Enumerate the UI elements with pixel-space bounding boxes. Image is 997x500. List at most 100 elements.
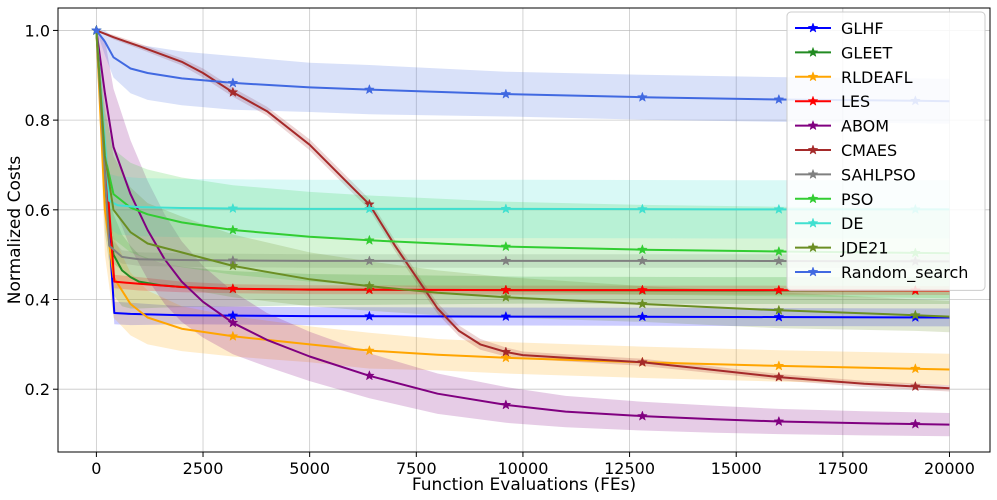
legend-label-jde21: JDE21 bbox=[840, 239, 889, 258]
x-tick-label: 15000 bbox=[711, 459, 762, 478]
marker-jde21 bbox=[227, 260, 239, 271]
legend-label-random-search: Random_search bbox=[841, 263, 968, 283]
marker-rldeafl bbox=[773, 360, 785, 371]
legend-marker-glhf bbox=[807, 22, 819, 33]
x-tick-label: 0 bbox=[91, 459, 101, 478]
line-abom bbox=[95, 30, 950, 426]
legend-label-de: DE bbox=[841, 214, 863, 233]
marker-cmaes bbox=[773, 371, 785, 382]
axis-ticks: 0 2500 5000 7500 10000 12500 15000 17500 20000 0.… bbox=[25, 21, 975, 478]
marker-les bbox=[227, 283, 239, 294]
marker-glhf bbox=[773, 311, 785, 322]
marker-de bbox=[227, 202, 239, 214]
legend-marker-les bbox=[807, 95, 819, 106]
x-tick-label: 10000 bbox=[497, 459, 548, 478]
marker-glhf bbox=[636, 311, 648, 322]
marker-sahlpso bbox=[500, 255, 512, 266]
marker-pso bbox=[227, 224, 239, 235]
marker-sahlpso bbox=[636, 255, 648, 266]
legend-marker-de bbox=[807, 217, 819, 228]
marker-sahlpso bbox=[773, 255, 785, 266]
legend-label-pso: PSO bbox=[841, 190, 873, 209]
marker-abom bbox=[500, 399, 512, 410]
marker-rldeafl bbox=[500, 352, 512, 363]
line-de bbox=[95, 30, 950, 211]
x-axis-label: Function Evaluations (FEs) bbox=[412, 475, 636, 495]
marker-jde21 bbox=[773, 304, 785, 315]
marker-rldeafl bbox=[909, 363, 921, 374]
marker-sahlpso bbox=[363, 255, 375, 266]
series-lines bbox=[90, 24, 950, 429]
marker-abom bbox=[773, 415, 785, 427]
y-tick-label: 0.4 bbox=[25, 291, 50, 310]
marker-abom bbox=[909, 418, 921, 429]
marker-random-search bbox=[90, 24, 102, 36]
marker-cmaes bbox=[227, 86, 239, 97]
marker-rldeafl bbox=[227, 330, 239, 341]
marker-random-search bbox=[227, 77, 239, 88]
x-tick-label: 17500 bbox=[817, 459, 868, 478]
marker-pso bbox=[363, 234, 375, 245]
legend-box bbox=[786, 11, 986, 291]
y-axis-label: Normalized Costs bbox=[5, 156, 25, 305]
x-tick-label: 12500 bbox=[604, 459, 655, 478]
marker-abom bbox=[363, 370, 375, 381]
y-tick-label: 0.8 bbox=[25, 111, 50, 130]
legend-label-abom: ABOM bbox=[841, 117, 889, 136]
legend-label-sahlpso: SAHLPSO bbox=[841, 165, 916, 184]
marker-abom bbox=[636, 410, 648, 421]
marker-jde21 bbox=[909, 309, 921, 320]
marker-les bbox=[636, 284, 648, 295]
legend-marker-sahlpso bbox=[807, 168, 819, 180]
marker-les bbox=[773, 284, 785, 295]
legend-label-gleet: GLEET bbox=[841, 43, 893, 62]
marker-pso bbox=[500, 240, 512, 252]
marker-random-search bbox=[363, 83, 375, 95]
x-tick-label: 2500 bbox=[183, 459, 224, 478]
marker-rldeafl bbox=[363, 344, 375, 356]
legend-label-cmaes: CMAES bbox=[841, 141, 897, 160]
marker-jde21 bbox=[636, 298, 648, 309]
legend-marker-rldeafl bbox=[807, 71, 819, 82]
marker-random-search bbox=[500, 88, 512, 99]
marker-abom bbox=[227, 317, 239, 328]
line-cmaes bbox=[96, 29, 950, 390]
legend: GLHF GLEET RLDEAFL LES ABOM CMAES SAHLPSO PSO DE… bbox=[786, 11, 986, 291]
band-rldeafl bbox=[96, 30, 950, 386]
marker-glhf bbox=[363, 310, 375, 321]
marker-jde21 bbox=[363, 280, 375, 291]
axes-frame bbox=[57, 7, 991, 453]
line-sahlpso bbox=[95, 30, 950, 263]
marker-random-search bbox=[773, 93, 785, 105]
legend-marker-random-search bbox=[807, 266, 819, 277]
marker-de bbox=[773, 203, 785, 214]
legend-label-glhf: GLHF bbox=[841, 19, 884, 38]
band-jde21 bbox=[96, 30, 950, 333]
line-glhf bbox=[95, 30, 950, 319]
x-tick-label: 5000 bbox=[289, 459, 330, 478]
marker-jde21 bbox=[500, 291, 512, 302]
marker-de bbox=[636, 203, 648, 214]
legend-marker-gleet bbox=[807, 46, 819, 58]
marker-les bbox=[363, 284, 375, 295]
line-jde21 bbox=[95, 30, 950, 318]
band-random-search bbox=[96, 30, 950, 124]
legend-label-rldeafl: RLDEAFL bbox=[841, 68, 913, 87]
marker-cmaes bbox=[500, 346, 512, 357]
marker-de bbox=[500, 203, 512, 214]
y-tick-label: 1.0 bbox=[25, 21, 50, 40]
marker-random-search bbox=[636, 91, 648, 102]
band-pso bbox=[96, 30, 950, 299]
band-de bbox=[96, 30, 950, 239]
marker-pso bbox=[636, 244, 648, 255]
marker-pso bbox=[773, 245, 785, 257]
marker-de bbox=[363, 203, 375, 214]
band-abom bbox=[96, 30, 950, 437]
legend-label-les: LES bbox=[841, 92, 870, 111]
x-tick-label: 20000 bbox=[924, 459, 975, 478]
marker-glhf bbox=[500, 310, 512, 322]
y-tick-label: 0.2 bbox=[25, 380, 50, 399]
marker-cmaes bbox=[636, 356, 648, 367]
